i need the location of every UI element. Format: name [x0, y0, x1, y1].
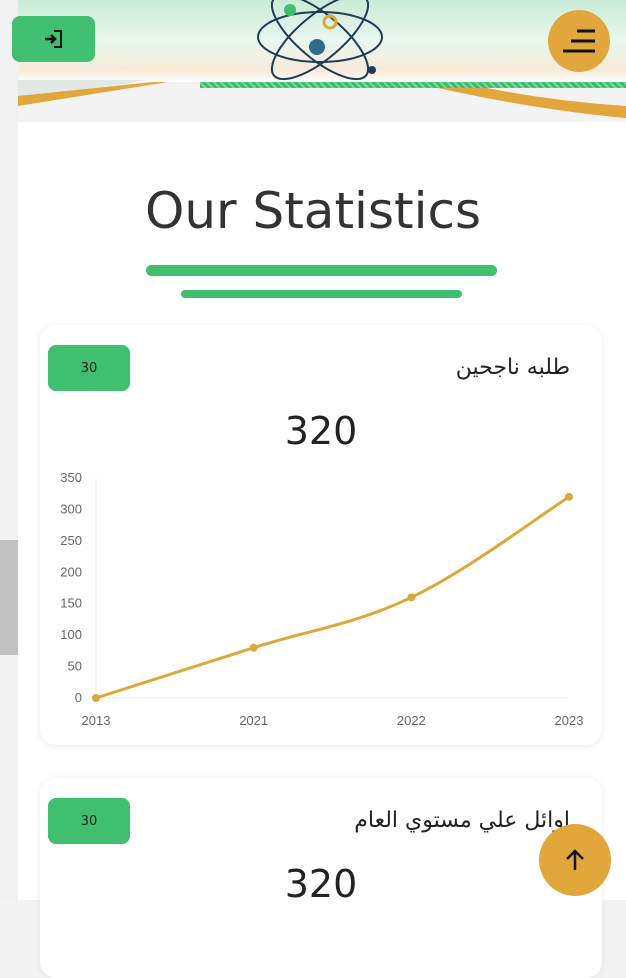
y-tick-label: 100	[60, 627, 82, 642]
y-tick-label: 350	[60, 470, 82, 485]
menu-icon	[563, 29, 595, 53]
y-tick-label: 50	[68, 659, 82, 674]
scrollbar[interactable]	[0, 0, 18, 900]
x-tick-label: 2022	[397, 713, 426, 728]
arrow-up-icon	[566, 849, 584, 870]
stat-line-chart: 0 50 100 150 200 250 300 350 2013 2021 2022 2023	[60, 470, 584, 728]
y-tick-label: 150	[60, 596, 82, 611]
stat-value: 320	[284, 409, 358, 453]
data-point	[92, 694, 100, 702]
y-tick-label: 0	[75, 690, 82, 705]
stat-badge: 30	[48, 798, 130, 844]
y-tick-label: 300	[60, 501, 82, 516]
data-point	[249, 643, 258, 652]
data-point	[565, 492, 573, 501]
title-underline	[146, 265, 497, 276]
login-icon	[44, 30, 62, 48]
x-tick-label: 2023	[555, 713, 584, 728]
login-button[interactable]	[12, 16, 95, 62]
header-stripe	[200, 82, 626, 88]
title-underline-short	[181, 290, 462, 298]
stat-title: طلبه ناجحين	[455, 355, 570, 380]
stat-card: 30 اوائل علي مستوي العام 320	[40, 778, 602, 978]
x-tick-label: 2013	[82, 713, 111, 728]
stat-card: 30 طلبه ناجحين 320 0 50 100 150 200 250 300 350…	[40, 325, 602, 745]
data-point	[407, 593, 416, 602]
scrollbar-thumb[interactable]	[0, 540, 18, 655]
y-tick-label: 200	[60, 564, 82, 579]
stat-title: اوائل علي مستوي العام	[354, 808, 570, 833]
y-tick-label: 250	[60, 533, 82, 548]
stat-badge: 30	[48, 345, 130, 391]
x-tick-label: 2021	[239, 713, 268, 728]
data-line	[95, 495, 570, 700]
menu-button[interactable]	[548, 10, 610, 72]
header-wave	[18, 80, 626, 118]
science-atom-logo	[255, 0, 385, 82]
page-title: Our Statistics	[144, 182, 482, 240]
stat-value: 320	[284, 862, 358, 906]
scroll-top-button[interactable]	[539, 824, 611, 896]
